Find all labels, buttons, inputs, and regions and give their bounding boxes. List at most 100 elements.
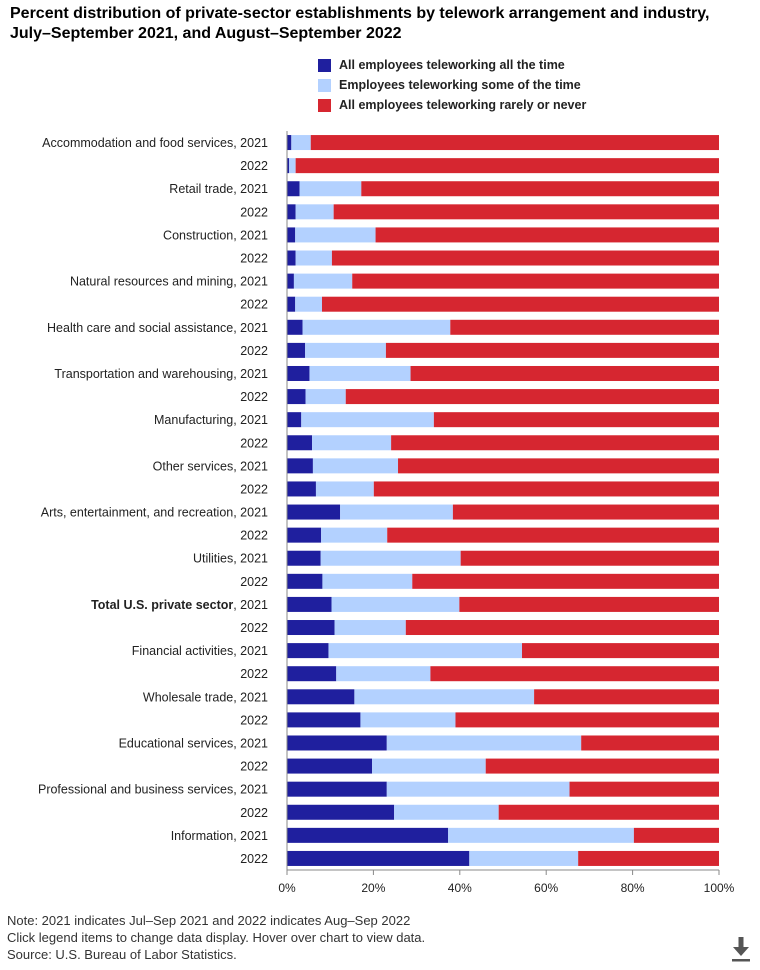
bar-segment[interactable]	[287, 342, 306, 358]
bar-segment[interactable]	[361, 181, 719, 197]
bar-segment[interactable]	[295, 158, 719, 174]
bar-segment[interactable]	[287, 435, 313, 451]
bar-segment[interactable]	[287, 666, 337, 682]
bar-segment[interactable]	[287, 712, 361, 728]
legend-item-rarely-never[interactable]: All employees teleworking rarely or neve…	[318, 95, 586, 115]
bar-segment[interactable]	[321, 296, 719, 312]
bar-segment[interactable]	[287, 365, 310, 381]
bar-segment[interactable]	[321, 527, 388, 543]
bar-segment[interactable]	[391, 435, 719, 451]
bar-segment[interactable]	[522, 643, 719, 659]
bar-segment[interactable]	[310, 135, 719, 151]
bar-segment[interactable]	[287, 273, 294, 289]
bar-segment[interactable]	[430, 666, 719, 682]
bar-segment[interactable]	[340, 504, 453, 520]
bar-segment[interactable]	[412, 573, 719, 589]
bar-segment[interactable]	[287, 827, 449, 843]
bar-segment[interactable]	[287, 227, 296, 243]
bar-segment[interactable]	[345, 389, 719, 405]
bar-segment[interactable]	[360, 712, 456, 728]
bar-segment[interactable]	[312, 458, 399, 474]
bar-segment[interactable]	[386, 735, 582, 751]
bar-segment[interactable]	[287, 319, 303, 335]
bar-segment[interactable]	[394, 804, 499, 820]
bar-segment[interactable]	[352, 273, 719, 289]
bar-segment[interactable]	[385, 342, 719, 358]
bar-segment[interactable]	[315, 481, 374, 497]
bar-segment[interactable]	[295, 204, 334, 220]
bar-segment[interactable]	[498, 804, 719, 820]
bar-segment[interactable]	[287, 620, 335, 636]
bar-segment[interactable]	[287, 504, 341, 520]
bar-segment[interactable]	[287, 643, 329, 659]
bar-segment[interactable]	[287, 781, 387, 797]
bar-segment[interactable]	[287, 527, 322, 543]
bar-segment[interactable]	[299, 181, 362, 197]
bar-segment[interactable]	[581, 735, 719, 751]
bar-segment[interactable]	[287, 204, 296, 220]
bar-segment[interactable]	[375, 227, 719, 243]
bar-segment[interactable]	[287, 181, 300, 197]
bar-segment[interactable]	[578, 850, 719, 866]
bar-segment[interactable]	[320, 550, 461, 566]
bar-segment[interactable]	[386, 781, 570, 797]
bar-segment[interactable]	[301, 412, 434, 428]
bar-segment[interactable]	[331, 596, 460, 612]
bar-segment[interactable]	[287, 412, 302, 428]
bar-segment[interactable]	[485, 758, 719, 774]
bar-segment[interactable]	[469, 850, 579, 866]
bar-segment[interactable]	[302, 319, 451, 335]
bar-segment[interactable]	[354, 689, 535, 705]
bar-segment[interactable]	[322, 573, 413, 589]
bar-segment[interactable]	[450, 319, 719, 335]
bar-segment[interactable]	[309, 365, 411, 381]
bar-segment[interactable]	[293, 273, 353, 289]
bar-segment[interactable]	[287, 804, 395, 820]
bar-segment[interactable]	[287, 158, 290, 174]
bar-segment[interactable]	[633, 827, 719, 843]
bar-segment[interactable]	[373, 481, 719, 497]
bar-segment[interactable]	[287, 250, 296, 266]
bar-segment[interactable]	[333, 204, 719, 220]
bar-segment[interactable]	[331, 250, 719, 266]
bar-segment[interactable]	[305, 389, 346, 405]
bar-segment[interactable]	[387, 527, 719, 543]
bar-segment[interactable]	[433, 412, 719, 428]
bar-segment[interactable]	[291, 135, 311, 151]
bar-segment[interactable]	[569, 781, 719, 797]
download-button[interactable]	[730, 935, 752, 963]
bar-segment[interactable]	[287, 758, 373, 774]
bar-segment[interactable]	[455, 712, 719, 728]
bar-segment[interactable]	[305, 342, 386, 358]
bar-segment[interactable]	[312, 435, 392, 451]
bar-segment[interactable]	[287, 596, 332, 612]
bar-segment[interactable]	[287, 296, 296, 312]
bar-segment[interactable]	[287, 689, 355, 705]
legend-item-some-time[interactable]: Employees teleworking some of the time	[318, 75, 586, 95]
bar-segment[interactable]	[460, 550, 719, 566]
bar-segment[interactable]	[295, 296, 322, 312]
bar-segment[interactable]	[410, 365, 719, 381]
bar-segment[interactable]	[372, 758, 486, 774]
bar-segment[interactable]	[287, 550, 321, 566]
bar-segment[interactable]	[534, 689, 719, 705]
bar-segment[interactable]	[452, 504, 719, 520]
bar-segment[interactable]	[295, 227, 376, 243]
bar-segment[interactable]	[287, 481, 316, 497]
bar-segment[interactable]	[459, 596, 719, 612]
bar-segment[interactable]	[398, 458, 719, 474]
bar-segment[interactable]	[295, 250, 332, 266]
bar-segment[interactable]	[405, 620, 719, 636]
legend-item-all-time[interactable]: All employees teleworking all the time	[318, 55, 586, 75]
bar-segment[interactable]	[287, 850, 470, 866]
bar-segment[interactable]	[448, 827, 634, 843]
bar-segment[interactable]	[287, 735, 387, 751]
bar-segment[interactable]	[287, 135, 292, 151]
bar-segment[interactable]	[336, 666, 431, 682]
bar-segment[interactable]	[334, 620, 406, 636]
bar-segment[interactable]	[287, 573, 323, 589]
bar-segment[interactable]	[328, 643, 523, 659]
stacked-bar-chart[interactable]: 0% 20% 40% 60% 80% 100% Accommodation and food…	[0, 0, 760, 905]
bar-segment[interactable]	[289, 158, 296, 174]
bar-segment[interactable]	[287, 458, 313, 474]
